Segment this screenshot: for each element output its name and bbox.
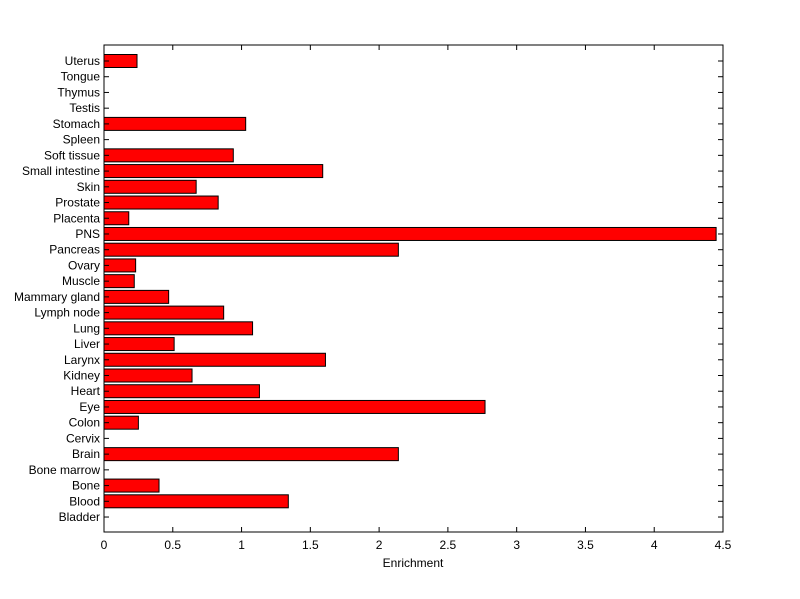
y-tick-label: Colon <box>69 416 100 430</box>
y-tick-label: Thymus <box>57 85 100 99</box>
y-tick-label: Blood <box>69 494 100 508</box>
bar <box>103 289 170 304</box>
y-tick-label: Bladder <box>59 510 100 524</box>
bar <box>103 305 225 320</box>
bar <box>103 195 219 210</box>
y-tick-label: Lung <box>73 321 100 335</box>
y-tick-label: Small intestine <box>22 164 100 178</box>
y-tick-label: PNS <box>75 227 100 241</box>
y-tick-label: Ovary <box>68 258 100 272</box>
bar <box>103 447 399 462</box>
bar <box>103 164 324 179</box>
bar <box>103 494 289 509</box>
y-tick-label: Heart <box>71 384 101 398</box>
y-tick-label: Eye <box>79 400 100 414</box>
y-tick-label: Spleen <box>63 133 100 147</box>
x-axis-label: Enrichment <box>383 556 444 570</box>
x-tick-label: 0.5 <box>164 538 181 552</box>
y-tick-label: Placenta <box>53 211 100 225</box>
y-tick-label: Bone marrow <box>29 463 101 477</box>
x-tick-label: 1 <box>238 538 245 552</box>
y-tick-label: Cervix <box>66 431 100 445</box>
bar <box>103 368 193 383</box>
y-tick-label: Liver <box>74 337 100 351</box>
x-tick-label: 4 <box>651 538 658 552</box>
y-tick-label: Skin <box>77 180 100 194</box>
bar <box>103 242 399 257</box>
y-tick-label: Prostate <box>55 196 100 210</box>
bar <box>103 384 260 399</box>
bars-group <box>103 54 717 509</box>
y-tick-label: Bone <box>72 479 100 493</box>
x-tick-label: 4.5 <box>715 538 732 552</box>
bar <box>103 478 160 493</box>
bar <box>103 148 234 163</box>
bar <box>103 116 247 131</box>
y-tick-label: Testis <box>69 101 100 115</box>
y-tick-label: Muscle <box>62 274 100 288</box>
x-tick-label: 2 <box>376 538 383 552</box>
bar <box>103 321 254 336</box>
y-tick-label: Pancreas <box>49 243 100 257</box>
x-tick-label: 3 <box>513 538 520 552</box>
x-tick-label: 2.5 <box>440 538 457 552</box>
y-tick-label: Tongue <box>61 70 101 84</box>
x-tick-label: 1.5 <box>302 538 319 552</box>
y-tick-label: Soft tissue <box>44 148 100 162</box>
y-tick-label: Lymph node <box>34 306 100 320</box>
bar <box>103 415 139 430</box>
y-tick-label: Kidney <box>63 369 100 383</box>
bar <box>103 337 175 352</box>
x-tick-label: 0 <box>101 538 108 552</box>
bar <box>103 399 486 414</box>
y-tick-label: Uterus <box>65 54 100 68</box>
y-tick-label: Larynx <box>64 353 100 367</box>
bar <box>103 226 717 241</box>
y-tick-label: Mammary gland <box>14 290 100 304</box>
x-tick-label: 3.5 <box>577 538 594 552</box>
y-tick-label: Stomach <box>53 117 100 131</box>
y-tick-label: Brain <box>72 447 100 461</box>
bar <box>103 179 197 194</box>
bar <box>103 352 326 367</box>
x-axis-ticks: 0 0.5 1 1.5 2 2.5 3 3.5 4 4.5 <box>101 45 732 552</box>
